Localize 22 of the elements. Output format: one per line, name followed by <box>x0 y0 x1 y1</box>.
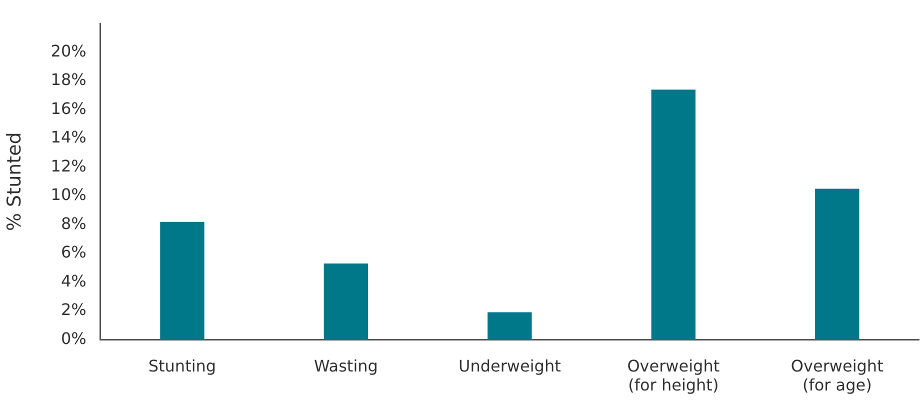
y-tick-label: 2% <box>60 300 86 320</box>
y-tick-label: 10% <box>50 185 86 204</box>
x-tick-label: Overweight (for height) <box>627 356 720 395</box>
y-tick-label: 6% <box>60 242 86 262</box>
x-tick-label: Underweight <box>458 356 561 376</box>
y-tick-label: 12% <box>50 156 86 176</box>
bar <box>488 312 532 340</box>
x-tick-label: Stunting <box>148 356 216 376</box>
y-tick-label: 14% <box>50 128 86 147</box>
bar <box>324 263 368 340</box>
y-tick-label: 8% <box>60 214 86 233</box>
y-tick-label: 20% <box>50 41 86 60</box>
bar <box>160 222 204 340</box>
bar <box>651 90 696 340</box>
y-tick-label: 0% <box>60 328 86 348</box>
y-tick-label: 18% <box>50 70 86 90</box>
y-tick-label: 16% <box>50 98 86 118</box>
y-axis-title: % Stunted <box>3 132 26 232</box>
x-tick-label: Overweight (for age) <box>790 356 884 395</box>
x-tick-label: Wasting <box>314 356 378 376</box>
y-tick-label: 4% <box>60 271 86 290</box>
bar <box>815 188 860 340</box>
